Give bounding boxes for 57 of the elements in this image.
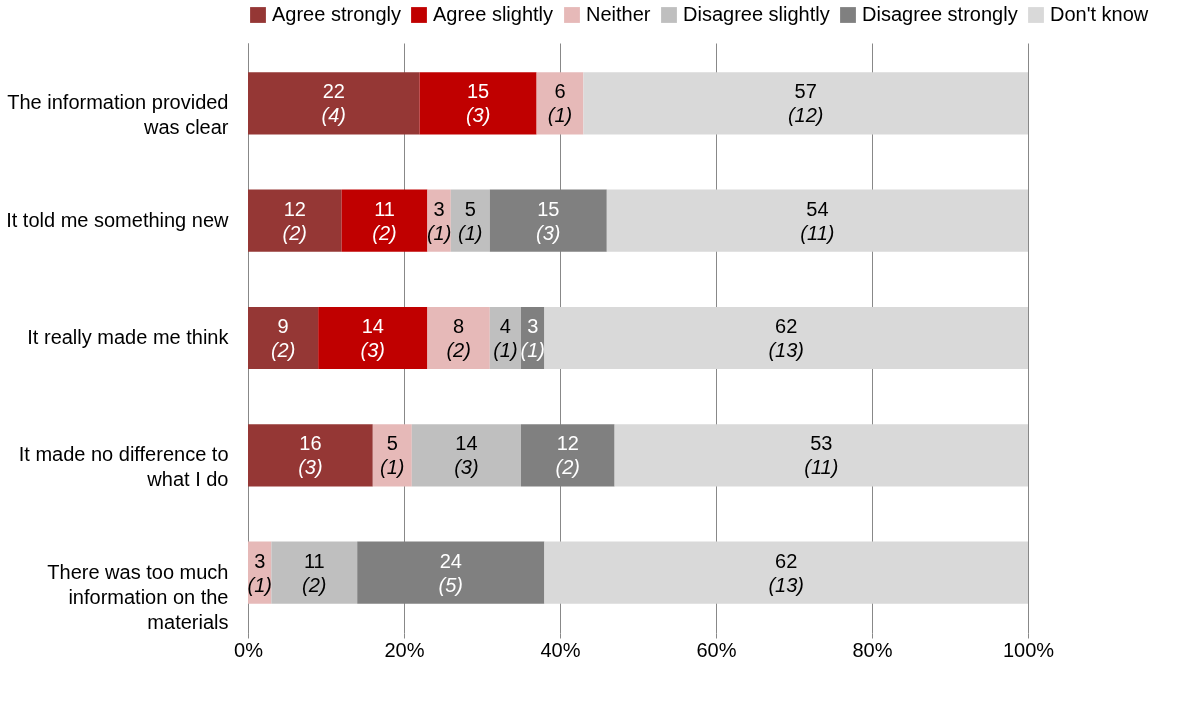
bar <box>248 189 342 252</box>
legend-label: Don't know <box>1050 3 1149 25</box>
text: 5 (1) <box>458 197 483 244</box>
bar <box>411 424 521 487</box>
text: 16 (3) <box>298 432 323 479</box>
y-tick-label: It really made me think <box>27 326 230 348</box>
bar <box>614 424 1028 487</box>
legend-label: Disagree slightly <box>683 3 830 25</box>
text: 6 (1) <box>547 80 573 127</box>
text: 9 (2) <box>270 315 296 361</box>
text: 14 (3) <box>360 315 386 361</box>
text: 22 (4) <box>321 80 347 127</box>
bar <box>248 306 319 370</box>
text: 12 (2) <box>555 432 581 479</box>
bar <box>544 541 1028 604</box>
bar <box>271 541 358 604</box>
text: 3 (1) <box>520 315 545 361</box>
bar <box>606 189 1028 252</box>
legend-label: Neither <box>586 3 651 25</box>
bar <box>341 189 428 252</box>
x-tick-label: 40% <box>540 638 581 661</box>
legend-label: Disagree strongly <box>862 3 1018 25</box>
x-tick-label: 0% <box>234 638 264 661</box>
y-tick-label: It told me something new <box>6 208 230 231</box>
text: 3 (1) <box>247 549 272 596</box>
y-tick-label: It made no difference to what I do <box>18 443 229 491</box>
y-tick-label: The information provided was clear <box>7 91 229 139</box>
text: 11 (2) <box>302 549 327 596</box>
bar <box>544 306 1028 370</box>
text: 3 (1) <box>426 197 452 244</box>
legend-label: Agree slightly <box>433 3 554 25</box>
text: 14 (3) <box>454 432 479 479</box>
legend-label: Agree strongly <box>272 3 401 25</box>
bar <box>427 306 490 370</box>
text: 24 (5) <box>438 549 464 596</box>
x-tick-label: 20% <box>384 638 425 661</box>
text: 57 (12) <box>787 80 824 127</box>
text: 62 (13) <box>768 315 804 361</box>
text: 15 (3) <box>536 197 561 244</box>
text: 62 (13) <box>768 549 804 596</box>
text: 5 (1) <box>380 432 405 479</box>
text: 53 (11) <box>804 432 839 479</box>
x-tick-label: 80% <box>852 638 893 661</box>
text: 54 (11) <box>800 197 835 244</box>
text: 12 (2) <box>282 197 308 244</box>
text: 15 (3) <box>465 80 491 127</box>
text: 11 (2) <box>372 197 397 244</box>
text: 4 (1) <box>493 315 518 361</box>
x-tick-label: 60% <box>696 638 737 661</box>
bar <box>248 72 420 135</box>
text: 8 (2) <box>446 315 471 361</box>
y-tick-label: There was too much information on the materials <box>47 560 229 633</box>
bar <box>248 424 373 487</box>
bar <box>583 72 1028 135</box>
bar <box>419 72 537 135</box>
bar <box>318 306 428 370</box>
x-tick-label: 100% <box>1002 638 1055 661</box>
